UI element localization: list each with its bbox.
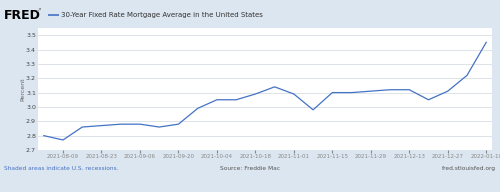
Text: FRED: FRED xyxy=(4,9,41,22)
Text: Shaded areas indicate U.S. recessions.: Shaded areas indicate U.S. recessions. xyxy=(4,166,118,171)
Text: Source: Freddie Mac: Source: Freddie Mac xyxy=(220,166,280,171)
Text: fred.stlouisfed.org: fred.stlouisfed.org xyxy=(442,166,496,171)
Text: 30-Year Fixed Rate Mortgage Average in the United States: 30-Year Fixed Rate Mortgage Average in t… xyxy=(61,12,263,18)
Text: ↗: ↗ xyxy=(36,7,42,13)
Y-axis label: Percent: Percent xyxy=(20,77,25,101)
